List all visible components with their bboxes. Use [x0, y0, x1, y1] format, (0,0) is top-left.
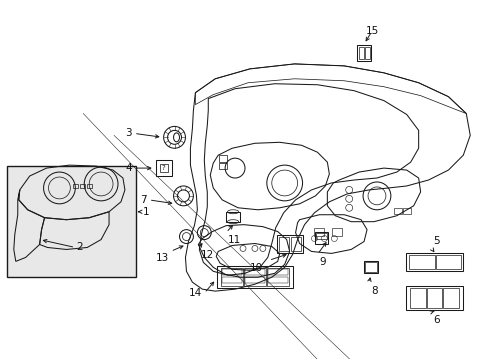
Text: 11: 11	[228, 235, 241, 244]
Text: 8: 8	[370, 286, 377, 296]
Bar	[408, 255, 434, 269]
Text: 2: 2	[76, 243, 83, 252]
Bar	[315, 231, 327, 243]
Text: 5: 5	[433, 237, 439, 247]
Bar	[443, 288, 458, 308]
Bar	[244, 277, 264, 283]
Bar	[409, 288, 425, 308]
Bar	[267, 277, 287, 283]
Bar	[217, 266, 292, 288]
Bar	[219, 155, 226, 162]
Bar	[266, 268, 288, 286]
Text: 9: 9	[319, 257, 325, 267]
Bar	[222, 269, 242, 275]
Text: 1: 1	[142, 207, 149, 217]
Text: 3: 3	[125, 129, 132, 138]
Bar	[222, 277, 242, 283]
Bar	[402, 208, 410, 214]
Text: 12: 12	[200, 251, 213, 260]
Bar	[276, 235, 302, 253]
Bar	[426, 288, 442, 308]
Text: ?: ?	[162, 165, 165, 171]
Text: 6: 6	[433, 315, 439, 325]
Bar	[80, 184, 85, 188]
Bar	[356, 45, 370, 61]
Bar	[267, 269, 287, 275]
Bar	[316, 233, 326, 239]
Bar	[221, 268, 243, 286]
Bar	[405, 253, 462, 271]
Bar	[225, 212, 240, 222]
Bar	[435, 255, 460, 269]
Bar	[405, 286, 462, 310]
Bar	[7, 166, 136, 277]
Bar	[364, 261, 377, 273]
Bar	[219, 163, 226, 169]
Text: 13: 13	[155, 253, 168, 264]
Bar	[155, 160, 171, 176]
Bar	[278, 237, 288, 251]
Bar	[244, 269, 264, 275]
Text: 7: 7	[140, 195, 146, 205]
Bar	[244, 268, 265, 286]
Bar	[365, 262, 376, 272]
Bar	[332, 228, 342, 235]
Bar	[393, 208, 401, 214]
Text: 4: 4	[125, 163, 132, 173]
Bar	[87, 184, 92, 188]
Text: 14: 14	[189, 288, 202, 298]
Bar	[290, 237, 300, 251]
Bar	[160, 164, 167, 172]
Bar	[73, 184, 78, 188]
Text: 10: 10	[249, 264, 263, 273]
Bar	[314, 228, 324, 235]
Bar	[358, 47, 364, 59]
Bar	[365, 47, 369, 59]
Text: 15: 15	[365, 26, 378, 36]
